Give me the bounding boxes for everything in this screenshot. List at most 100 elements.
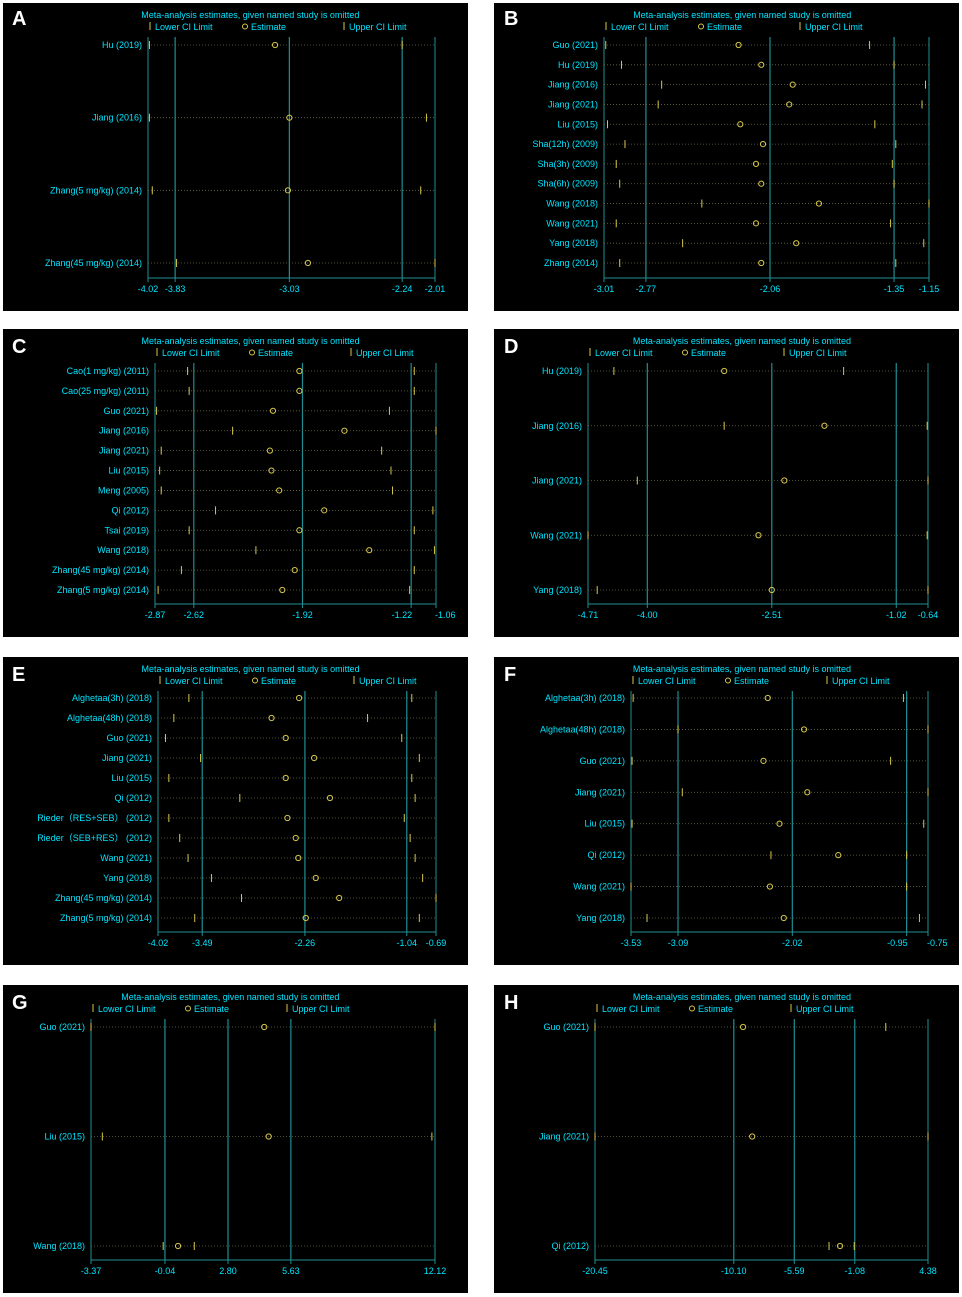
x-tick-label-g-1: -0.04 [155, 1266, 176, 1276]
x-tick-label-f-1: -3.09 [668, 938, 689, 948]
legend-estimate-marker-b [698, 23, 704, 30]
panel-letter-h: H [504, 992, 519, 1014]
legend-title-g: Meta-analysis estimates, given named stu… [121, 992, 339, 1002]
study-label-e-3: Jiang (2021) [102, 753, 152, 763]
legend-estimate-marker-h [689, 1005, 695, 1012]
estimate-marker-e-3 [311, 754, 318, 762]
estimate-marker-e-5 [326, 794, 334, 802]
estimate-marker-h-2 [836, 1242, 844, 1250]
estimate-marker-e-8 [295, 854, 302, 862]
estimate-marker-b-7 [758, 180, 765, 187]
study-label-f-3: Jiang (2021) [575, 787, 625, 797]
study-label-e-0: Alghetaa(3h) (2018) [72, 693, 152, 703]
estimate-marker-c-6 [276, 487, 283, 494]
study-label-f-1: Alghetaa(48h) (2018) [540, 724, 625, 734]
estimate-marker-f-5 [835, 852, 842, 859]
x-tick-label-f-3: -0.95 [887, 938, 908, 948]
study-label-e-1: Alghetaa(48h) (2018) [67, 713, 152, 723]
study-label-c-2: Guo (2021) [103, 406, 149, 416]
x-tick-label-b-2: -2.06 [760, 284, 781, 294]
estimate-marker-b-11 [758, 259, 765, 267]
study-label-d-1: Jiang (2016) [532, 421, 582, 431]
study-label-e-11: Zhang(5 mg/kg) (2014) [60, 913, 152, 923]
estimate-marker-f-6 [766, 883, 773, 890]
x-tick-label-c-4: -1.06 [435, 610, 456, 620]
study-label-d-3: Wang (2021) [530, 530, 582, 540]
panel-b [494, 3, 959, 311]
legend-upper-label-h: Upper CI Limit [796, 1004, 854, 1014]
estimate-marker-g-2 [174, 1242, 182, 1250]
x-tick-label-h-0: -20.45 [582, 1266, 608, 1276]
study-label-b-0: Guo (2021) [552, 40, 598, 50]
study-label-b-1: Hu (2019) [558, 60, 598, 70]
study-label-a-2: Zhang(5 mg/kg) (2014) [50, 185, 142, 195]
estimate-marker-d-0 [721, 367, 728, 375]
study-label-b-5: Sha(12h) (2009) [532, 139, 598, 149]
estimate-marker-b-2 [789, 81, 796, 88]
estimate-marker-c-7 [321, 507, 328, 514]
study-label-f-0: Alghetaa(3h) (2018) [545, 693, 625, 703]
study-label-a-1: Jiang (2016) [92, 113, 142, 123]
legend-estimate-label-a: Estimate [251, 22, 286, 32]
legend-lower-label-f: Lower CI Limit [638, 676, 696, 686]
estimate-marker-f-4 [776, 820, 783, 827]
estimate-marker-d-1 [821, 422, 828, 429]
legend-estimate-label-g: Estimate [194, 1004, 229, 1014]
legend-lower-label-b: Lower CI Limit [611, 22, 669, 32]
estimate-marker-c-3 [341, 427, 348, 434]
x-tick-label-c-1: -2.62 [184, 610, 205, 620]
estimate-marker-e-2 [282, 734, 289, 742]
x-tick-label-h-4: 4.38 [919, 1266, 937, 1276]
x-tick-label-a-3: -2.24 [392, 284, 413, 294]
study-label-e-7: Rieder（SEB+RES） (2012) [37, 833, 152, 843]
estimate-marker-a-0 [271, 41, 279, 49]
x-tick-label-d-2: -2.51 [762, 610, 783, 620]
study-label-c-10: Zhang(45 mg/kg) (2014) [52, 565, 149, 575]
panel-letter-f: F [504, 664, 517, 686]
legend-estimate-label-e: Estimate [261, 676, 296, 686]
estimate-marker-c-4 [266, 447, 273, 454]
study-label-b-10: Yang (2018) [549, 238, 598, 248]
panel-letter-d: D [504, 336, 519, 358]
legend-estimate-marker-f [725, 677, 731, 684]
study-label-c-7: Qi (2012) [111, 505, 149, 515]
study-label-c-6: Meng (2005) [98, 485, 149, 495]
study-label-e-5: Qi (2012) [114, 793, 152, 803]
estimate-marker-a-3 [304, 259, 312, 267]
x-tick-label-h-2: -5.59 [784, 1266, 805, 1276]
x-tick-label-e-2: -2.26 [295, 938, 316, 948]
x-tick-label-b-1: -2.77 [636, 284, 657, 294]
study-label-b-4: Liu (2015) [557, 119, 598, 129]
study-label-c-9: Wang (2018) [97, 545, 149, 555]
legend-title-b: Meta-analysis estimates, given named stu… [633, 10, 851, 20]
study-label-a-0: Hu (2019) [102, 40, 142, 50]
legend-upper-label-c: Upper CI Limit [356, 348, 414, 358]
study-label-c-11: Zhang(5 mg/kg) (2014) [57, 585, 149, 595]
estimate-marker-b-10 [793, 240, 800, 247]
study-label-d-0: Hu (2019) [542, 366, 582, 376]
estimate-marker-b-0 [735, 41, 742, 49]
estimate-marker-e-10 [336, 894, 343, 902]
panel-f [494, 657, 959, 965]
estimate-marker-e-4 [282, 774, 289, 782]
estimate-marker-b-1 [758, 61, 765, 68]
estimate-marker-c-10 [291, 566, 298, 574]
study-label-d-2: Jiang (2021) [532, 476, 582, 486]
legend-upper-label-e: Upper CI Limit [359, 676, 417, 686]
study-label-f-4: Liu (2015) [584, 819, 625, 829]
estimate-marker-f-3 [804, 789, 811, 796]
estimate-marker-c-5 [268, 467, 275, 474]
estimate-marker-e-9 [312, 874, 319, 882]
study-label-b-3: Jiang (2021) [548, 99, 598, 109]
x-tick-label-b-3: -1.35 [884, 284, 905, 294]
legend-upper-label-d: Upper CI Limit [789, 348, 847, 358]
legend-estimate-label-b: Estimate [707, 22, 742, 32]
x-tick-label-h-1: -10.10 [721, 1266, 747, 1276]
x-tick-label-d-4: -0.64 [918, 610, 939, 620]
x-tick-label-d-1: -4.00 [637, 610, 658, 620]
legend-estimate-marker-e [252, 677, 258, 684]
study-label-b-11: Zhang (2014) [544, 258, 598, 268]
x-tick-label-c-3: -1.22 [392, 610, 413, 620]
x-tick-label-g-0: -3.37 [81, 1266, 102, 1276]
legend-estimate-label-d: Estimate [691, 348, 726, 358]
